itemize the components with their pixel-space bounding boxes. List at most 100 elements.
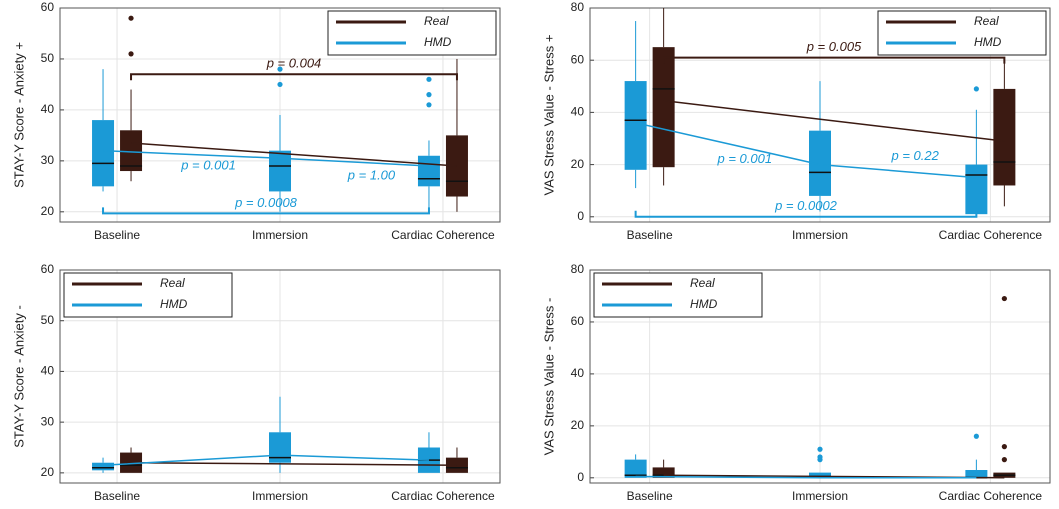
- outlier: [128, 15, 134, 21]
- mean-line: [635, 122, 977, 179]
- y-tick-label: 60: [571, 52, 585, 66]
- x-tick-label: Cardiac Coherence: [391, 228, 495, 242]
- box: [624, 459, 647, 478]
- legend-label: HMD: [424, 35, 452, 49]
- x-tick-label: Immersion: [252, 489, 308, 503]
- outlier: [426, 76, 432, 82]
- legend-label: Real: [424, 14, 449, 28]
- mean-line: [635, 475, 977, 479]
- mean-line: [130, 142, 458, 167]
- y-tick-label: 50: [41, 313, 55, 327]
- p-value: p = 0.0008: [234, 195, 298, 210]
- outlier: [973, 433, 979, 439]
- outlier: [817, 454, 823, 460]
- y-tick-label: 80: [571, 0, 585, 14]
- box: [652, 47, 675, 168]
- y-tick-label: 20: [571, 157, 585, 171]
- outlier: [1001, 295, 1007, 302]
- x-tick-label: Immersion: [792, 489, 848, 503]
- y-tick-label: 50: [41, 51, 55, 65]
- box: [809, 472, 831, 478]
- legend-label: Real: [690, 276, 715, 290]
- outlier: [1001, 444, 1007, 450]
- legend-label: Real: [974, 14, 999, 28]
- box: [809, 130, 831, 196]
- p-value: p = 0.005: [806, 39, 862, 54]
- legend: [593, 272, 763, 318]
- mean-line: [131, 461, 457, 466]
- y-tick-label: 40: [41, 102, 55, 116]
- x-tick-label: Baseline: [627, 489, 673, 503]
- outlier: [426, 92, 432, 98]
- p-value: p = 0.22: [891, 148, 940, 163]
- mean-line: [663, 99, 1005, 142]
- x-tick-label: Immersion: [792, 228, 848, 242]
- y-axis-label: STAY-Y Score - Anxiety +: [11, 42, 26, 188]
- box: [417, 155, 440, 187]
- x-tick-label: Cardiac Coherence: [939, 228, 1043, 242]
- y-tick-label: 20: [41, 465, 55, 479]
- axes-frame: [589, 269, 1051, 484]
- box: [92, 462, 115, 471]
- y-tick-label: 30: [41, 153, 55, 167]
- outlier: [277, 81, 283, 88]
- legend: [63, 272, 233, 318]
- x-tick-label: Baseline: [94, 228, 140, 242]
- axes-frame: [589, 7, 1051, 223]
- y-axis-label: STAY-Y Score - Anxiety -: [11, 305, 26, 448]
- box: [120, 130, 143, 172]
- p-value: p = 0.001: [180, 157, 236, 172]
- legend: [877, 10, 1047, 56]
- x-tick-label: Immersion: [252, 228, 308, 242]
- bracket: [102, 207, 430, 215]
- y-tick-label: 80: [571, 262, 585, 276]
- y-tick-label: 0: [577, 209, 584, 223]
- y-axis-label: VAS Stress Value - Stress +: [541, 35, 556, 196]
- p-value: p = 0.0002: [774, 198, 838, 213]
- y-tick-label: 40: [571, 105, 585, 119]
- x-tick-label: Baseline: [94, 489, 140, 503]
- legend-label: HMD: [160, 297, 188, 311]
- bracket: [130, 73, 458, 81]
- outlier: [817, 446, 823, 452]
- legend-label: HMD: [690, 297, 718, 311]
- y-tick-label: 60: [41, 262, 55, 276]
- outlier: [1001, 457, 1007, 463]
- box: [652, 467, 675, 478]
- outlier: [277, 66, 283, 72]
- axes-frame: [59, 7, 501, 223]
- box: [993, 88, 1016, 186]
- outlier: [973, 86, 979, 92]
- legend-label: HMD: [974, 35, 1002, 49]
- y-tick-label: 60: [41, 0, 55, 14]
- y-tick-label: 20: [41, 204, 55, 218]
- y-axis-label: VAS Stress Value - Stress -: [541, 298, 556, 456]
- y-tick-label: 30: [41, 414, 55, 428]
- y-tick-label: 40: [571, 366, 585, 380]
- y-tick-label: 40: [41, 364, 55, 378]
- outlier: [128, 51, 134, 57]
- bracket: [634, 210, 978, 218]
- mean-line: [103, 149, 430, 167]
- box: [92, 120, 115, 187]
- legend-label: Real: [160, 276, 185, 290]
- mean-line: [102, 454, 429, 466]
- axes-frame: [59, 269, 501, 484]
- box: [965, 164, 988, 215]
- p-value: p = 1.00: [347, 168, 396, 183]
- y-tick-label: 0: [577, 470, 584, 484]
- outlier: [426, 102, 432, 108]
- x-tick-label: Cardiac Coherence: [391, 489, 495, 503]
- y-tick-label: 60: [571, 314, 585, 328]
- y-tick-label: 20: [571, 418, 585, 432]
- box: [269, 150, 291, 192]
- p-value: p = 0.004: [266, 56, 322, 71]
- bracket: [662, 56, 1006, 64]
- box: [624, 81, 647, 170]
- x-tick-label: Baseline: [627, 228, 673, 242]
- p-value: p = 0.001: [717, 151, 773, 166]
- x-tick-label: Cardiac Coherence: [939, 489, 1043, 503]
- legend: [327, 10, 497, 56]
- box: [965, 470, 988, 478]
